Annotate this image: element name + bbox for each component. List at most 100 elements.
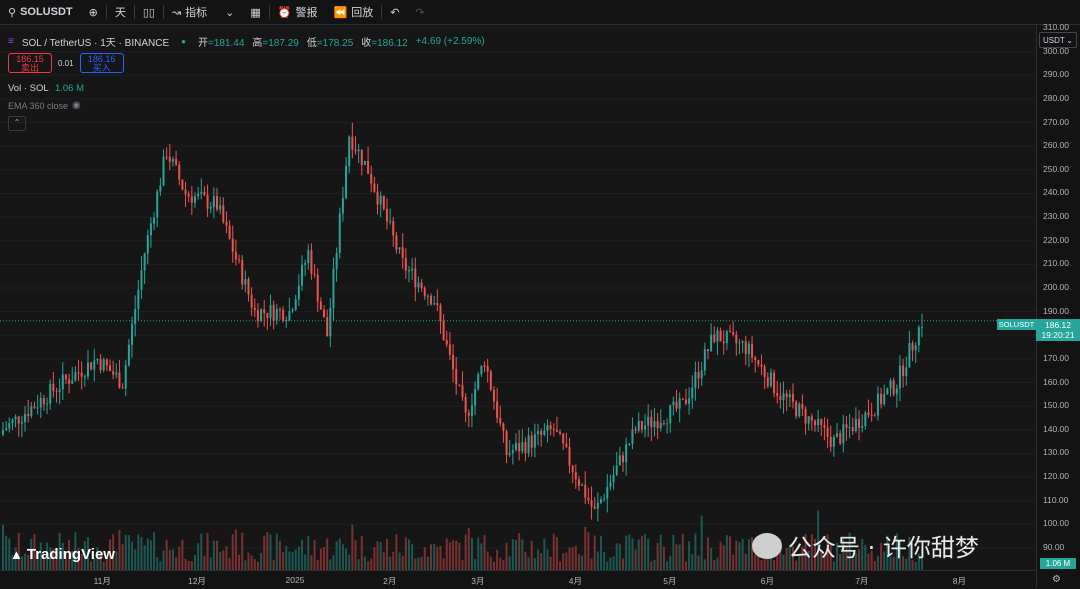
symbol-search-button[interactable]: ⚲ SOLUSDT xyxy=(0,0,81,24)
volume-bar xyxy=(39,542,42,570)
layouts-button[interactable]: ▦ xyxy=(242,0,268,24)
chart-pane[interactable] xyxy=(0,25,1036,588)
candle-body xyxy=(880,393,883,405)
compare-symbol-button[interactable]: ⊕ xyxy=(81,0,106,24)
candle-body xyxy=(64,374,67,380)
candle-body xyxy=(282,309,285,321)
candle-body xyxy=(458,384,461,386)
volume-bar xyxy=(96,547,99,570)
replay-button[interactable]: ⏪ 回放 xyxy=(326,0,382,24)
volume-legend[interactable]: Vol · SOL 1.06 M xyxy=(8,83,84,94)
volume-bar xyxy=(773,560,776,570)
alerts-button[interactable]: ⏰ 警报 xyxy=(270,0,326,24)
volume-bar xyxy=(316,559,319,570)
candlestick-chart[interactable] xyxy=(0,25,1036,570)
volume-bar xyxy=(193,555,196,570)
volume-bar xyxy=(134,549,137,570)
volume-bar xyxy=(181,539,184,570)
candle-body xyxy=(423,288,426,296)
candle-body xyxy=(902,365,905,377)
ema-label: EMA 360 close xyxy=(8,100,69,111)
candle-body xyxy=(326,317,329,337)
candle-body xyxy=(691,387,694,399)
volume-bar xyxy=(628,534,631,570)
candle-body xyxy=(93,360,96,370)
indicators-button[interactable]: ↝ 指标 ⌄ xyxy=(164,0,242,24)
candle-body xyxy=(149,223,152,236)
candle-body xyxy=(546,424,549,431)
price-axis[interactable]: 90.00 100.00 110.00 120.00 130.00 140.00 150.0… xyxy=(1036,22,1080,588)
candle-body xyxy=(433,303,436,305)
candle-body xyxy=(332,269,335,308)
volume-bar xyxy=(848,532,851,570)
volume-bar xyxy=(24,553,27,570)
currency-button[interactable]: USDT ⌄ xyxy=(1039,32,1077,48)
volume-bar xyxy=(615,543,618,570)
candle-body xyxy=(540,430,543,435)
candle-body xyxy=(8,423,11,429)
volume-bar xyxy=(360,535,363,570)
volume-bar xyxy=(430,544,433,570)
candle-body xyxy=(858,418,861,429)
volume-bar xyxy=(291,552,294,570)
price-tick-label: 190.00 xyxy=(1043,305,1069,316)
wechat-icon xyxy=(752,532,782,559)
alarm-clock-icon: ⏰ xyxy=(277,6,292,19)
undo-button[interactable]: ↶ xyxy=(382,0,407,24)
volume-bar xyxy=(99,553,102,570)
interval-button[interactable]: 天 xyxy=(107,0,134,24)
candle-body xyxy=(168,156,171,162)
candle-body xyxy=(905,367,908,377)
volume-bar xyxy=(112,534,115,570)
eye-icon[interactable]: ◉ xyxy=(72,100,81,111)
price-tick-label: 250.00 xyxy=(1043,163,1069,174)
candle-body xyxy=(247,279,250,295)
candle-body xyxy=(61,374,64,390)
tradingview-logo[interactable]: ▲ TradingView xyxy=(10,546,115,563)
volume-bar xyxy=(426,556,429,570)
candle-body xyxy=(171,158,174,162)
volume-bar xyxy=(839,553,842,570)
candle-body xyxy=(392,221,395,236)
volume-bar xyxy=(14,547,17,570)
time-axis[interactable]: 11月 12月 2025 2月 3月 4月 5月 6月 7月 8月 xyxy=(0,570,1036,589)
settings-gear-icon[interactable]: ⚙ xyxy=(1052,574,1061,585)
chevron-down-icon[interactable]: ⌄ xyxy=(225,6,235,19)
candle-body xyxy=(140,270,143,290)
candle-body xyxy=(96,359,99,361)
sell-button[interactable]: 186.15 卖出 xyxy=(8,53,52,73)
candle-body xyxy=(420,282,423,289)
volume-bar xyxy=(222,550,225,570)
chart-type-button[interactable]: ▯▯ xyxy=(135,0,163,24)
volume-bar xyxy=(776,546,779,570)
candle-body xyxy=(241,259,244,285)
volume-bar xyxy=(886,535,889,570)
ema-legend[interactable]: EMA 360 close ◉ xyxy=(8,100,81,111)
legend-title[interactable]: SOL / TetherUS · 1天 · BINANCE xyxy=(21,38,170,49)
collapse-legend-button[interactable]: ⌃ xyxy=(8,116,26,131)
candle-body xyxy=(801,403,804,409)
search-icon: ⚲ xyxy=(8,6,17,19)
candle-body xyxy=(769,372,772,387)
buy-button[interactable]: 186.16 买入 xyxy=(79,53,124,73)
volume-bar xyxy=(905,558,908,570)
candle-body xyxy=(225,221,228,226)
volume-bar xyxy=(662,546,665,570)
candle-body xyxy=(212,196,215,208)
candle-body xyxy=(496,401,499,419)
volume-bar xyxy=(404,537,407,570)
volume-bar xyxy=(697,555,700,570)
redo-button[interactable]: ↷ xyxy=(407,0,432,24)
volume-bar xyxy=(68,539,71,570)
candle-body xyxy=(848,426,851,428)
sell-price: 186.15 xyxy=(16,54,44,64)
bar-countdown: 19:20:21 xyxy=(1041,330,1075,340)
candle-body xyxy=(14,416,17,420)
volume-bar xyxy=(275,533,278,570)
candle-body xyxy=(46,403,49,405)
candle-body xyxy=(146,235,149,254)
candle-body xyxy=(798,403,801,417)
volume-bar xyxy=(779,539,782,570)
volume-bar xyxy=(612,556,615,570)
price-tick-label: 110.00 xyxy=(1043,494,1069,505)
